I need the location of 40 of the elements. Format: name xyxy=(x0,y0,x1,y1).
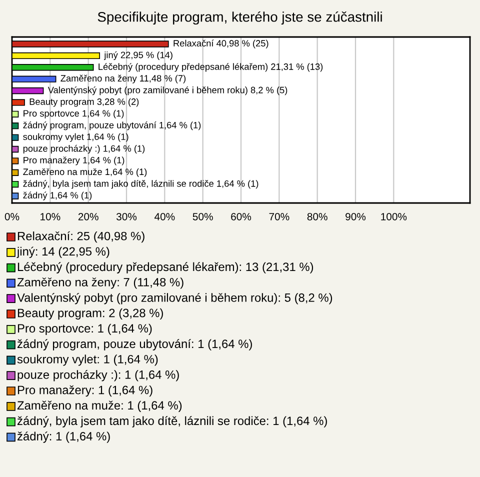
text: Pro manažery: 1 (1,64 %) xyxy=(18,385,152,397)
text: Relaxační: 25 (40,98 %) xyxy=(18,231,144,243)
text: Léčebný (procedury předepsané lékařem): 13 (21,31 %) xyxy=(18,262,314,274)
x-tick-label: 40% xyxy=(154,212,175,220)
text: žádný, byla jsem tam jako dítě, láznili se rodiče: 1 (1,64 %) xyxy=(17,416,327,428)
category-label: jiný 22,95 % (14) xyxy=(104,51,172,60)
text: Valentýnský pobyt (pro zamilované i během roku): 5 (8,2 %) xyxy=(17,292,332,304)
category-label: Valentýnský pobyt (pro zamilované i během roku) 8,2 % (5) xyxy=(48,86,288,96)
text: Zaměřeno na ženy: 7 (11,48 %) xyxy=(17,278,184,289)
category-label: soukromy vylet 1,64 % (1) xyxy=(23,133,128,142)
category-label: pouze procházky :) 1,64 % (1) xyxy=(23,144,145,154)
category-label: Zaměřeno na muže 1,64 % (1) xyxy=(23,168,147,177)
category-label: Pro sportovce 1,64 % (1) xyxy=(24,110,124,118)
x-tick-label: 10% xyxy=(40,212,60,220)
text: Beauty program: 2 (3,28 %) xyxy=(18,308,163,320)
chart-title: Specifikujte program, kterého jste se zúčastnili xyxy=(98,11,382,25)
x-tick-label: 80% xyxy=(307,212,328,220)
x-tick-label: 0% xyxy=(4,212,20,220)
category-label: Zaměřeno na ženy 11,48 % (7) xyxy=(60,74,186,84)
category-label: Relaxační 40,98 % (25) xyxy=(174,40,268,48)
text: pouze procházky :): 1 (1,64 %) xyxy=(18,370,179,382)
x-tick-label: 20% xyxy=(78,212,98,220)
x-tick-label: 50% xyxy=(192,212,213,220)
category-label: Léčebný (procedury předepsané lékařem) 21,31 % (13) xyxy=(98,63,323,72)
text: žádný program, pouze ubytování: 1 (1,64 %) xyxy=(17,339,252,350)
text: Zaměřeno na muže: 1 (1,64 %) xyxy=(17,400,182,412)
category-label: Beauty program 3,28 % (2) xyxy=(30,98,139,107)
x-tick-label: 30% xyxy=(116,212,137,220)
text: Pro sportovce: 1 (1,64 %) xyxy=(18,324,152,335)
text: žádný: 1 (1,64 %) xyxy=(17,432,110,443)
x-tick-label: 60% xyxy=(231,212,252,220)
category-label: žádný, byla jsem tam jako dítě, láznili se rodiče 1,64 % (1) xyxy=(23,180,258,189)
x-tick-label: 90% xyxy=(346,212,366,220)
x-tick-label: 100% xyxy=(381,212,407,220)
text: soukromy vylet: 1 (1,64 %) xyxy=(17,354,158,366)
x-tick-label: 70% xyxy=(269,212,290,220)
text: jiný: 14 (22,95 %) xyxy=(16,246,110,258)
category-label: Pro manažery 1,64 % (1) xyxy=(24,156,124,166)
category-label: žádný 1,64 % (1) xyxy=(23,192,92,200)
category-label: žádný program, pouze ubytování 1,64 % (1) xyxy=(23,122,201,130)
